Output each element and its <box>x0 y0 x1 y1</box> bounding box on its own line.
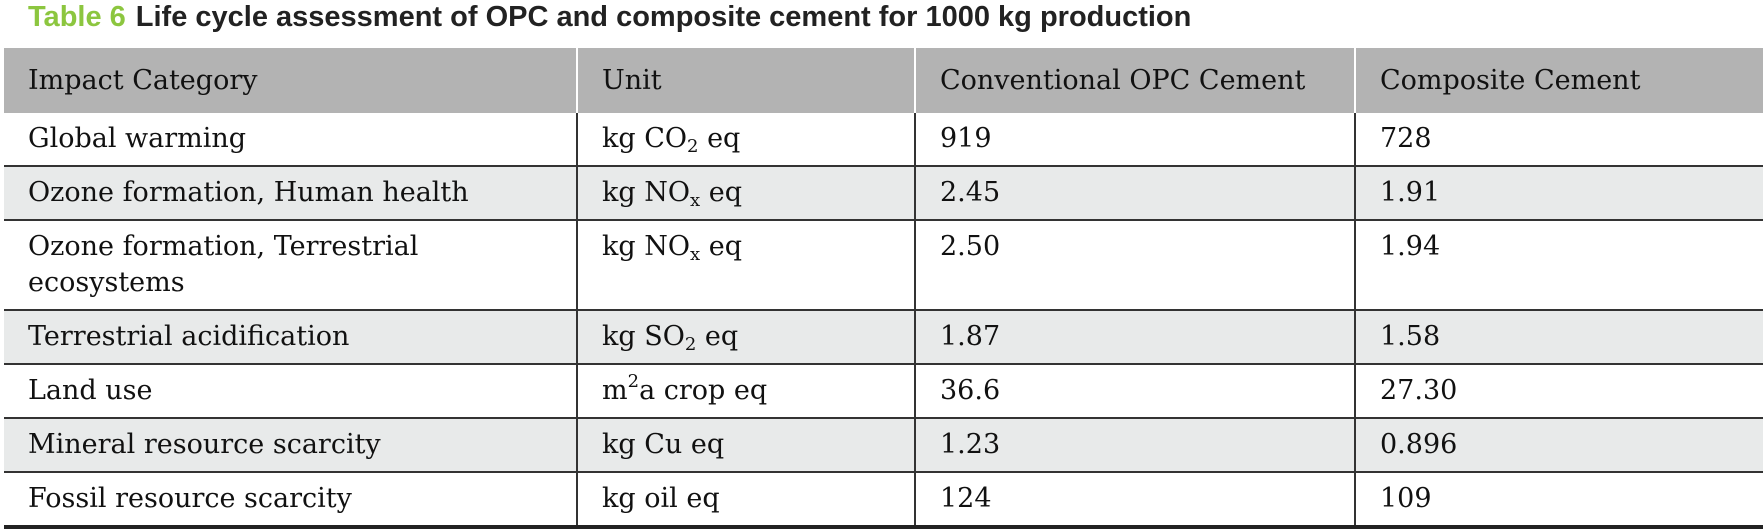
impact-category-cell: Ozone formation, Terrestrial ecosystems <box>4 219 577 310</box>
opc-value-cell: 2.45 <box>914 165 1355 220</box>
composite-value-cell: 1.91 <box>1354 165 1763 220</box>
table-number: Table 6 <box>28 1 126 33</box>
header-composite-cement: Composite Cement <box>1354 48 1763 113</box>
table-row: Land use m2a crop eq 36.6 27.30 <box>4 363 1763 418</box>
header-opc-cement: Conventional OPC Cement <box>914 48 1355 113</box>
header-impact-category: Impact Category <box>4 48 577 113</box>
unit-cell: m2a crop eq <box>576 363 915 418</box>
opc-value-cell: 919 <box>914 113 1355 166</box>
opc-value-cell: 1.23 <box>914 417 1355 472</box>
composite-value-cell: 1.94 <box>1354 219 1763 310</box>
opc-value-cell: 1.87 <box>914 309 1355 364</box>
table-row: Mineral resource scarcity kg Cu eq 1.23 … <box>4 417 1763 472</box>
opc-value-cell: 124 <box>914 471 1355 529</box>
unit-cell: kg CO2 eq <box>576 113 915 166</box>
impact-category-cell: Fossil resource scarcity <box>4 471 577 529</box>
lca-table: Impact Category Unit Conventional OPC Ce… <box>4 48 1763 529</box>
unit-cell: kg oil eq <box>576 471 915 529</box>
impact-category-cell: Land use <box>4 363 577 418</box>
table-row: Global warming kg CO2 eq 919 728 <box>4 113 1763 166</box>
table-row: Ozone formation, Terrestrial ecosystems … <box>4 219 1763 310</box>
table-caption: Table 6 Life cycle assessment of OPC and … <box>28 0 1191 36</box>
unit-cell: kg NOx eq <box>576 219 915 310</box>
composite-value-cell: 27.30 <box>1354 363 1763 418</box>
composite-value-cell: 728 <box>1354 113 1763 166</box>
unit-cell: kg SO2 eq <box>576 309 915 364</box>
impact-category-cell: Terrestrial acidification <box>4 309 577 364</box>
impact-category-cell: Ozone formation, Human health <box>4 165 577 220</box>
unit-cell: kg Cu eq <box>576 417 915 472</box>
table-row: Ozone formation, Human health kg NOx eq … <box>4 165 1763 220</box>
header-row: Impact Category Unit Conventional OPC Ce… <box>4 48 1763 113</box>
table-title: Life cycle assessment of OPC and composi… <box>135 1 1192 33</box>
opc-value-cell: 36.6 <box>914 363 1355 418</box>
table-row: Fossil resource scarcity kg oil eq 124 1… <box>4 471 1763 529</box>
composite-value-cell: 109 <box>1354 471 1763 529</box>
header-unit: Unit <box>576 48 915 113</box>
table-row: Terrestrial acidification kg SO2 eq 1.87… <box>4 309 1763 364</box>
impact-category-cell: Global warming <box>28 123 247 154</box>
impact-category-cell: Mineral resource scarcity <box>4 417 577 472</box>
composite-value-cell: 1.58 <box>1354 309 1763 364</box>
unit-cell: kg NOx eq <box>576 165 915 220</box>
opc-value-cell: 2.50 <box>914 219 1355 310</box>
composite-value-cell: 0.896 <box>1354 417 1763 472</box>
